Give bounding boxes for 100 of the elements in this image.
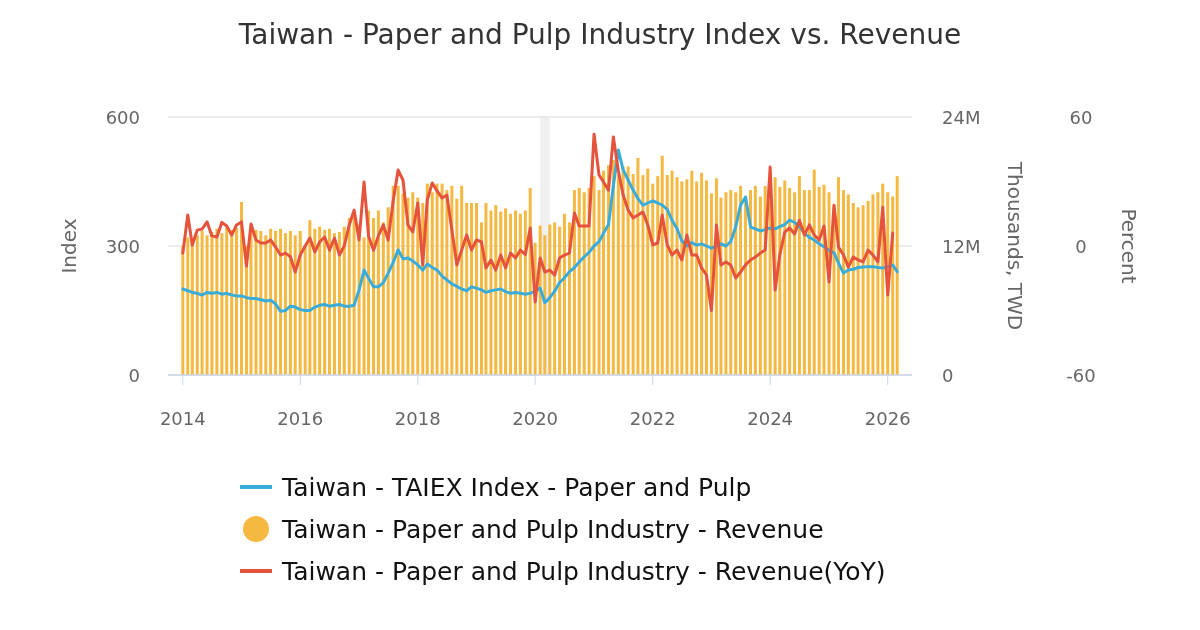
bar (562, 213, 566, 375)
bar (602, 170, 606, 375)
bar (680, 181, 684, 375)
bar (656, 176, 660, 375)
bar (347, 218, 351, 375)
bar (553, 222, 557, 375)
bar (205, 235, 209, 375)
bar (465, 203, 469, 375)
y-tick-label: 0 (128, 365, 140, 386)
bar (651, 183, 655, 375)
bar (572, 190, 576, 375)
bar (729, 190, 733, 375)
bar (411, 192, 415, 375)
bar (489, 210, 493, 375)
bar (670, 170, 674, 375)
bar (793, 192, 797, 375)
bar (739, 185, 743, 375)
y3-tick-label: 0 (1075, 236, 1087, 257)
bar (695, 181, 699, 375)
bar (469, 203, 473, 375)
bar (440, 183, 444, 375)
bar (636, 157, 640, 375)
bar (313, 228, 317, 375)
y3-tick-label: 60 (1069, 107, 1093, 128)
bar (675, 177, 679, 375)
x-tick-label: 2020 (512, 408, 559, 429)
y2-tick-label: 12M (942, 236, 981, 257)
legend-label: Taiwan - Paper and Pulp Industry - Revenue(YoY) (281, 557, 886, 586)
bar (372, 218, 376, 375)
x-tick-label: 2014 (159, 408, 206, 429)
bar (685, 179, 689, 375)
bar (753, 185, 757, 375)
bar (626, 166, 630, 375)
bar (846, 194, 850, 375)
y2-tick-label: 24M (942, 107, 981, 128)
bar (807, 190, 811, 375)
bar (895, 176, 899, 375)
bar (269, 228, 273, 375)
bar (210, 232, 214, 375)
bar (851, 203, 855, 375)
y-axis-title: Index (57, 218, 81, 274)
bar (788, 187, 792, 375)
bar (509, 213, 513, 375)
bar (430, 192, 434, 375)
bar (641, 175, 645, 375)
bar (308, 220, 312, 375)
bar (396, 185, 400, 375)
bar (797, 176, 801, 375)
bar (474, 203, 478, 375)
bar (332, 233, 336, 375)
bar (186, 237, 190, 375)
bar (499, 211, 503, 375)
x-tick-label: 2024 (747, 408, 794, 429)
chart-title: Taiwan - Paper and Pulp Industry Index vs. Revenue (237, 18, 962, 51)
x-tick-label: 2016 (277, 408, 324, 429)
bar (225, 226, 229, 375)
bar (817, 186, 821, 375)
bar (195, 235, 199, 375)
bar (876, 192, 880, 375)
y2-tick-label: 0 (942, 365, 954, 386)
y2-axis-title: Thousands, TWD (1003, 160, 1027, 331)
bar (235, 227, 239, 375)
legend-label: Taiwan - Paper and Pulp Industry - Revenue (281, 515, 824, 544)
bar (690, 170, 694, 375)
bar (215, 228, 219, 375)
bar (518, 213, 522, 375)
bar (758, 196, 762, 375)
legend-label: Taiwan - TAIEX Index - Paper and Pulp (281, 473, 752, 502)
bar (514, 210, 518, 375)
bar (288, 230, 292, 375)
y-tick-label: 600 (105, 107, 140, 128)
bar (342, 226, 346, 375)
bar (577, 187, 581, 375)
bar (264, 235, 268, 375)
bar (259, 230, 263, 375)
bar (381, 222, 385, 375)
bar (279, 228, 283, 375)
bar (704, 180, 708, 375)
y3-axis-title: Percent (1117, 208, 1141, 284)
y3-tick-label: -60 (1066, 365, 1096, 386)
bar (861, 205, 865, 375)
bar (548, 224, 552, 375)
bar (856, 207, 860, 375)
bar (337, 232, 341, 375)
bar (523, 210, 527, 375)
x-tick-label: 2022 (629, 408, 676, 429)
bar (230, 229, 234, 375)
bar (871, 194, 875, 375)
bar (455, 198, 459, 375)
bar (494, 205, 498, 375)
bar (504, 208, 508, 375)
bar (700, 172, 704, 375)
y-tick-label: 300 (105, 236, 140, 257)
bar (220, 233, 224, 375)
bar (327, 228, 331, 375)
bar (660, 155, 664, 375)
bar (582, 192, 586, 375)
bar (484, 203, 488, 375)
bar (783, 180, 787, 375)
bar (841, 190, 845, 375)
